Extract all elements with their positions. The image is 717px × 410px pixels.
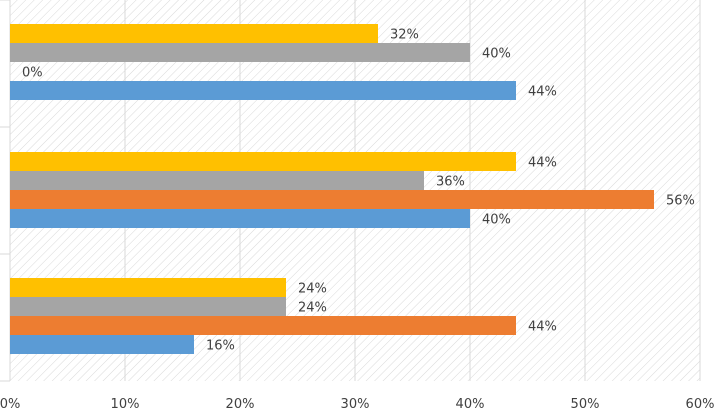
- bar: [10, 152, 516, 171]
- bar: [10, 43, 470, 62]
- bar: [10, 81, 516, 100]
- bar: [10, 278, 286, 297]
- data-label: 44%: [528, 85, 557, 100]
- x-axis-tick-labels: 0% 10% 20% 30% 40% 50% 60%: [0, 397, 714, 410]
- x-tick-label: 50%: [571, 397, 600, 410]
- bar: [10, 316, 516, 335]
- bar: [10, 297, 286, 316]
- data-label: 16%: [206, 339, 235, 354]
- x-tick-label: 0%: [0, 397, 20, 410]
- data-label: 36%: [436, 175, 465, 190]
- x-tick-label: 40%: [456, 397, 485, 410]
- bar: [10, 190, 654, 209]
- x-tick-label: 20%: [226, 397, 255, 410]
- data-label: 40%: [482, 213, 511, 228]
- data-label: 24%: [298, 282, 327, 297]
- bar: [10, 335, 194, 354]
- x-tick-label: 30%: [341, 397, 370, 410]
- x-tick-label: 10%: [111, 397, 140, 410]
- bar: [10, 24, 378, 43]
- bars: [10, 24, 654, 354]
- x-tick-label: 60%: [686, 397, 715, 410]
- data-label: 44%: [528, 320, 557, 335]
- data-label: 56%: [666, 194, 695, 209]
- data-label: 32%: [390, 28, 419, 43]
- data-label: 44%: [528, 156, 557, 171]
- bar: [10, 209, 470, 228]
- data-label: 40%: [482, 47, 511, 62]
- data-labels: 32% 40% 0% 44% 44% 36% 56% 40% 24% 24% 44% 16%: [22, 28, 695, 354]
- bar: [10, 171, 424, 190]
- data-label: 0%: [22, 66, 43, 81]
- category-separators: [0, 0, 11, 382]
- data-label: 24%: [298, 301, 327, 316]
